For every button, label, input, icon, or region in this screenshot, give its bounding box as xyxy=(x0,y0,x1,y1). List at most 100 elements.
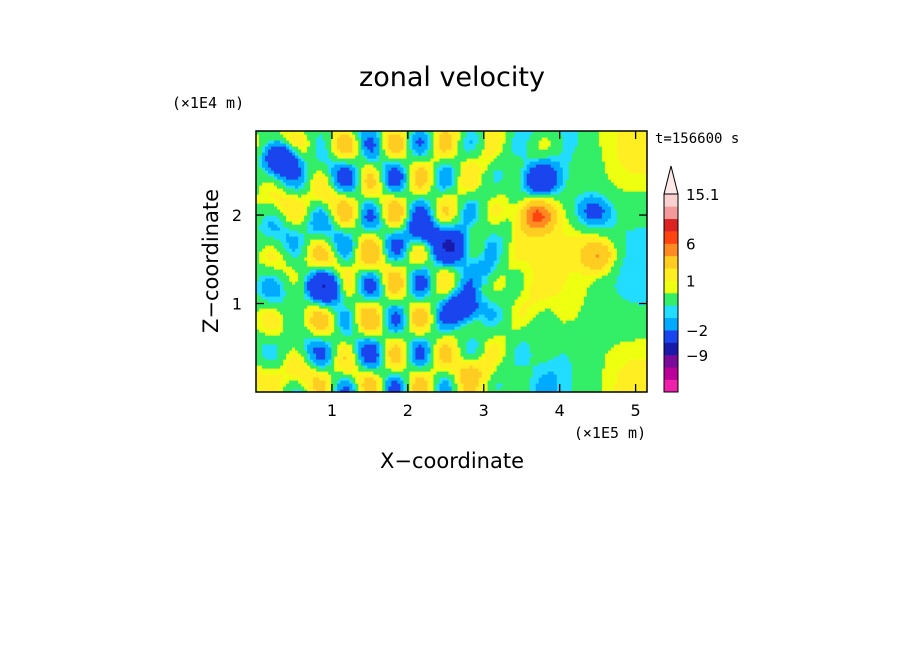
field-cell xyxy=(358,305,362,309)
field-cell xyxy=(295,308,299,312)
field-cell xyxy=(340,275,344,279)
field-cell xyxy=(451,371,456,375)
field-cell xyxy=(430,350,435,354)
field-cell xyxy=(571,311,576,315)
field-cell xyxy=(334,386,338,390)
field-cell xyxy=(532,362,537,366)
field-cell xyxy=(361,365,365,369)
field-cell xyxy=(442,347,447,351)
field-cell xyxy=(526,284,531,288)
field-cell xyxy=(358,287,362,291)
field-cell xyxy=(532,311,537,315)
field-cell xyxy=(601,323,606,327)
field-cell xyxy=(502,326,507,330)
field-cell xyxy=(364,287,368,291)
field-cell xyxy=(280,308,284,312)
field-cell xyxy=(271,281,275,285)
field-cell xyxy=(400,377,404,381)
field-cell xyxy=(385,380,389,384)
field-cell xyxy=(643,389,647,392)
field-cell xyxy=(259,389,263,392)
field-cell xyxy=(577,299,582,303)
field-cell xyxy=(334,275,338,279)
field-cell xyxy=(268,332,272,336)
field-cell xyxy=(547,305,552,309)
field-cell xyxy=(481,311,486,315)
field-cell xyxy=(280,311,284,315)
field-cell xyxy=(502,278,507,282)
field-cell xyxy=(325,365,329,369)
field-cell xyxy=(532,290,537,294)
field-cell xyxy=(490,287,495,291)
field-cell xyxy=(403,320,407,324)
field-cell xyxy=(286,359,290,363)
field-cell xyxy=(343,296,347,300)
field-cell xyxy=(340,386,344,390)
field-cell xyxy=(406,281,410,285)
field-cell xyxy=(613,299,618,303)
field-cell xyxy=(418,290,423,294)
field-cell xyxy=(508,326,513,330)
field-cell xyxy=(598,320,603,324)
field-cell xyxy=(640,374,645,378)
field-cell xyxy=(430,332,435,336)
field-cell xyxy=(535,281,540,285)
field-cell xyxy=(355,347,359,351)
field-cell xyxy=(637,323,642,327)
field-cell xyxy=(610,350,615,354)
field-cell xyxy=(637,374,642,378)
field-cell xyxy=(394,326,398,330)
field-cell xyxy=(439,386,444,390)
field-cell xyxy=(577,314,582,318)
field-cell xyxy=(628,335,633,339)
field-cell xyxy=(541,380,546,384)
field-cell xyxy=(421,371,426,375)
field-cell xyxy=(592,335,597,339)
field-cell xyxy=(391,290,395,294)
field-cell xyxy=(328,302,332,306)
field-cell xyxy=(322,308,326,312)
field-cell xyxy=(493,377,498,381)
field-cell xyxy=(457,329,462,333)
field-cell xyxy=(493,341,498,345)
field-cell xyxy=(403,296,407,300)
field-cell xyxy=(406,353,410,357)
field-cell xyxy=(388,389,392,392)
field-cell xyxy=(277,323,281,327)
field-cell xyxy=(544,386,549,390)
field-cell xyxy=(493,308,498,312)
field-cell xyxy=(586,374,591,378)
field-cell xyxy=(610,332,615,336)
field-cell xyxy=(556,299,561,303)
field-cell xyxy=(535,371,540,375)
field-cell xyxy=(319,368,323,372)
field-cell xyxy=(412,314,417,318)
field-cell xyxy=(418,350,423,354)
field-cell xyxy=(352,302,356,306)
field-cell xyxy=(634,296,639,300)
field-cell xyxy=(274,326,278,330)
field-cell xyxy=(604,347,609,351)
field-cell xyxy=(568,350,573,354)
field-cell xyxy=(568,329,573,333)
field-cell xyxy=(316,356,320,360)
field-cell xyxy=(379,296,383,300)
field-cell xyxy=(532,371,537,375)
field-cell xyxy=(265,302,269,306)
field-cell xyxy=(412,344,417,348)
field-cell xyxy=(616,278,621,282)
field-cell xyxy=(622,317,627,321)
field-cell xyxy=(514,335,519,339)
field-cell xyxy=(598,347,603,351)
field-cell xyxy=(502,371,507,375)
field-cell xyxy=(325,380,329,384)
field-cell xyxy=(382,308,386,312)
field-cell xyxy=(565,302,570,306)
field-cell xyxy=(316,311,320,315)
field-cell xyxy=(349,335,353,339)
field-cell xyxy=(490,317,495,321)
field-cell xyxy=(631,371,636,375)
field-cell xyxy=(571,323,576,327)
field-cell xyxy=(346,371,350,375)
field-cell xyxy=(262,326,266,330)
